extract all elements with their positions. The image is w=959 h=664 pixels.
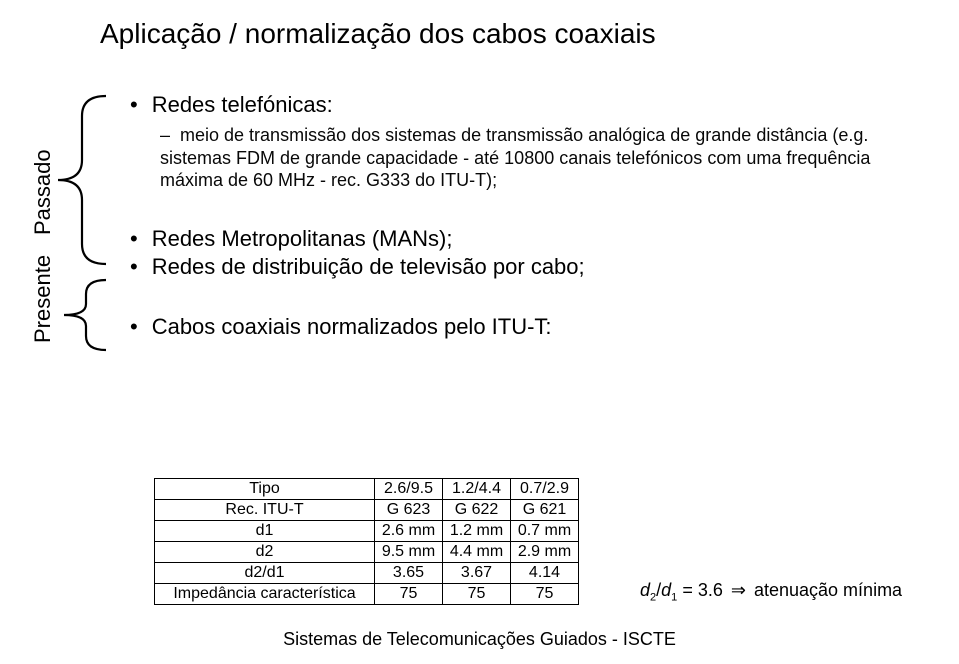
cell: G 622: [443, 500, 511, 521]
cell: Rec. ITU-T: [155, 500, 375, 521]
cell: 2.9 mm: [511, 542, 579, 563]
bullets-bot: • Cabos coaxiais normalizados pelo ITU-T:: [130, 314, 909, 340]
spec-table-wrap: Tipo 2.6/9.5 1.2/4.4 0.7/2.9 Rec. ITU-T …: [154, 478, 579, 605]
cell: 3.65: [375, 563, 443, 584]
cell: G 623: [375, 500, 443, 521]
sub-bullet-1-text: meio de transmissão dos sistemas de tran…: [160, 125, 870, 190]
bullet-dot-icon: •: [130, 254, 138, 279]
cell: 75: [511, 584, 579, 605]
note-d2: d: [661, 580, 671, 600]
bullet-tv-cabo-text: Redes de distribuição de televisão por c…: [152, 254, 585, 279]
table-row: d2 9.5 mm 4.4 mm 2.9 mm: [155, 542, 579, 563]
note-sub-b: 1: [671, 592, 677, 604]
bullet-redes-telefonicas-text: Redes telefónicas:: [152, 92, 333, 117]
sub-bullet-1: –meio de transmissão dos sistemas de tra…: [160, 124, 909, 192]
formula-note: d2/d1 = 3.6 ⇒ atenuação mínima: [640, 580, 902, 604]
table-header-row: Tipo 2.6/9.5 1.2/4.4 0.7/2.9: [155, 479, 579, 500]
cell: 4.14: [511, 563, 579, 584]
cell: Impedância característica: [155, 584, 375, 605]
bullet-mans: • Redes Metropolitanas (MANs);: [130, 226, 909, 252]
cell: 9.5 mm: [375, 542, 443, 563]
dash-icon: –: [160, 125, 170, 145]
cell: 1.2 mm: [443, 521, 511, 542]
cell: G 621: [511, 500, 579, 521]
bullet-mans-text: Redes Metropolitanas (MANs);: [152, 226, 453, 251]
cell: 4.4 mm: [443, 542, 511, 563]
main-content: • Redes telefónicas: –meio de transmissão…: [50, 82, 909, 342]
note-value: 3.6: [698, 580, 723, 600]
col-1: 2.6/9.5: [375, 479, 443, 500]
cell: 75: [443, 584, 511, 605]
bullet-itu-t-text: Cabos coaxiais normalizados pelo ITU-T:: [152, 314, 552, 339]
table-row: Impedância característica 75 75 75: [155, 584, 579, 605]
cell: d2: [155, 542, 375, 563]
cell: 2.6 mm: [375, 521, 443, 542]
bullet-dot-icon: •: [130, 226, 138, 251]
cell: d2/d1: [155, 563, 375, 584]
col-tipo: Tipo: [155, 479, 375, 500]
bullets-top: • Redes telefónicas: –meio de transmissão…: [130, 92, 909, 192]
spec-table: Tipo 2.6/9.5 1.2/4.4 0.7/2.9 Rec. ITU-T …: [154, 478, 579, 605]
table-row: Rec. ITU-T G 623 G 622 G 621: [155, 500, 579, 521]
note-d: d: [640, 580, 650, 600]
cell: 75: [375, 584, 443, 605]
cell: 3.67: [443, 563, 511, 584]
bullet-itu-t: • Cabos coaxiais normalizados pelo ITU-T:: [130, 314, 909, 340]
note-text: atenuação mínima: [754, 580, 902, 600]
bullet-redes-telefonicas: • Redes telefónicas:: [130, 92, 909, 118]
col-2: 1.2/4.4: [443, 479, 511, 500]
bullet-dot-icon: •: [130, 314, 138, 339]
table-row: d1 2.6 mm 1.2 mm 0.7 mm: [155, 521, 579, 542]
bullets-mid: • Redes Metropolitanas (MANs); • Redes de …: [130, 226, 909, 280]
bullet-tv-cabo: • Redes de distribuição de televisão por …: [130, 254, 909, 280]
table-row: d2/d1 3.65 3.67 4.14: [155, 563, 579, 584]
arrow-icon: ⇒: [731, 580, 746, 600]
page-title: Aplicação / normalização dos cabos coaxi…: [100, 18, 656, 50]
cell: 0.7 mm: [511, 521, 579, 542]
col-3: 0.7/2.9: [511, 479, 579, 500]
bullet-dot-icon: •: [130, 92, 138, 117]
cell: d1: [155, 521, 375, 542]
footer: Sistemas de Telecomunicações Guiados - I…: [0, 629, 959, 650]
